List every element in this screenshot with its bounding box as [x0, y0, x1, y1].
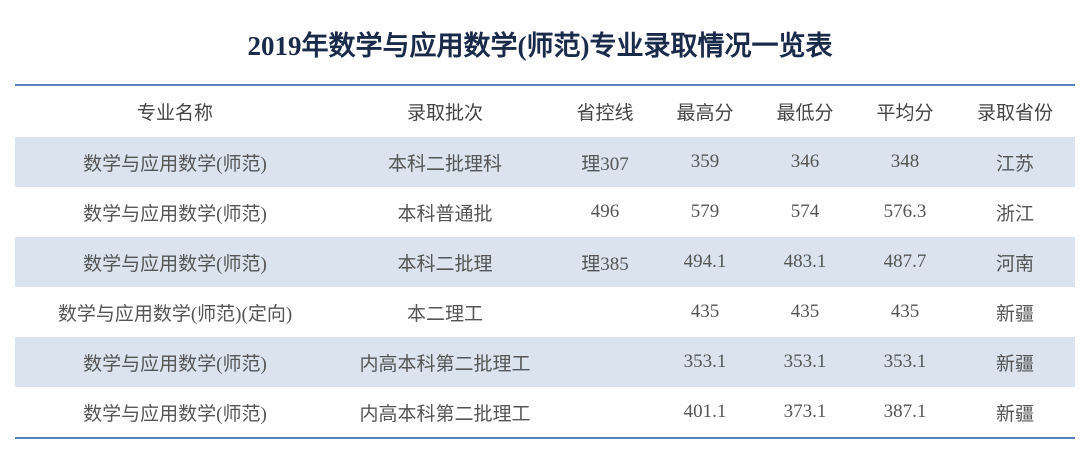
table-cell: 内高本科第二批理工	[359, 403, 531, 425]
table-header: 专业名称 录取批次 省控线 最高分 最低分 平均分 录取省份	[15, 85, 1075, 137]
table-cell: 新疆	[955, 337, 1075, 387]
table-cell	[555, 387, 655, 438]
table-cell: 本科普通批	[397, 203, 493, 225]
table-cell: 401.1	[683, 401, 727, 422]
table-cell: 353.1	[755, 337, 855, 387]
table-cell: 新疆	[995, 303, 1034, 325]
table-cell: 348	[855, 137, 955, 187]
table-cell: 本科二批理科	[335, 137, 555, 187]
table-cell: 353.1	[655, 337, 755, 387]
header-cell: 录取省份	[976, 103, 1053, 124]
table-row: 数学与应用数学(师范)(定向) 本二理工 435 435 435 新疆	[15, 287, 1075, 337]
table-body: 数学与应用数学(师范) 本科二批理科 理307 359 346 348 江苏 数学与应用数学(…	[15, 137, 1075, 438]
table-cell: 内高本科第二批理工	[335, 337, 555, 387]
admission-table: 专业名称 录取批次 省控线 最高分 最低分 平均分 录取省份 数学与应用数学(师范) 本科二批…	[15, 84, 1075, 439]
table-cell: 576.3	[883, 201, 927, 222]
table-row: 数学与应用数学(师范) 本科普通批 496 579 574 576.3 浙江	[15, 187, 1075, 237]
table-cell: 496	[590, 201, 620, 222]
table-cell: 河南	[955, 237, 1075, 287]
header-cell: 最高分	[676, 103, 734, 124]
table-cell: 487.7	[855, 237, 955, 287]
table-cell: 数学与应用数学(师范)	[15, 137, 335, 187]
table-row: 数学与应用数学(师范) 本科二批理 理385 494.1 483.1 487.7 河南	[15, 237, 1075, 287]
table-cell: 359	[655, 137, 755, 187]
header-cell: 省控线	[576, 103, 634, 124]
table-cell: 435	[690, 301, 720, 322]
table-cell: 数学与应用数学(师范)	[15, 337, 335, 387]
table-row: 数学与应用数学(师范) 内高本科第二批理工 401.1 373.1 387.1 新疆	[15, 387, 1075, 438]
table-cell: 数学与应用数学(师范)	[15, 237, 335, 287]
table-cell: 494.1	[655, 237, 755, 287]
table-cell: 346	[755, 137, 855, 187]
header-cell: 专业名称	[136, 103, 213, 124]
table-cell: 数学与应用数学(师范)	[83, 203, 267, 225]
table-cell	[555, 337, 655, 387]
title: 2019年数学与应用数学(师范)专业录取情况一览表	[247, 31, 833, 61]
table-cell: 574	[790, 201, 820, 222]
table-cell: 435	[790, 301, 820, 322]
table-cell: 浙江	[995, 203, 1034, 225]
table-cell: 435	[890, 301, 920, 322]
table-cell: 理307	[555, 137, 655, 187]
table-cell: 483.1	[755, 237, 855, 287]
table-cell	[555, 287, 655, 337]
table-cell: 数学与应用数学(师范)(定向)	[57, 303, 293, 325]
header-row: 专业名称 录取批次 省控线 最高分 最低分 平均分 录取省份	[15, 85, 1075, 137]
table-cell: 本科二批理	[335, 237, 555, 287]
header-cell: 最低分	[776, 103, 834, 124]
table-cell: 数学与应用数学(师范)	[83, 403, 267, 425]
table-cell: 387.1	[883, 401, 927, 422]
table-row: 数学与应用数学(师范) 内高本科第二批理工 353.1 353.1 353.1 新疆	[15, 337, 1075, 387]
table-cell: 本二理工	[406, 303, 483, 325]
header-cell: 录取批次	[406, 103, 483, 124]
table-row: 数学与应用数学(师范) 本科二批理科 理307 359 346 348 江苏	[15, 137, 1075, 187]
table-cell: 579	[690, 201, 720, 222]
table-cell: 373.1	[783, 401, 827, 422]
header-cell: 平均分	[876, 103, 934, 124]
table-cell: 新疆	[995, 403, 1034, 425]
table-cell: 理385	[555, 237, 655, 287]
table-cell: 353.1	[855, 337, 955, 387]
table-cell: 江苏	[955, 137, 1075, 187]
